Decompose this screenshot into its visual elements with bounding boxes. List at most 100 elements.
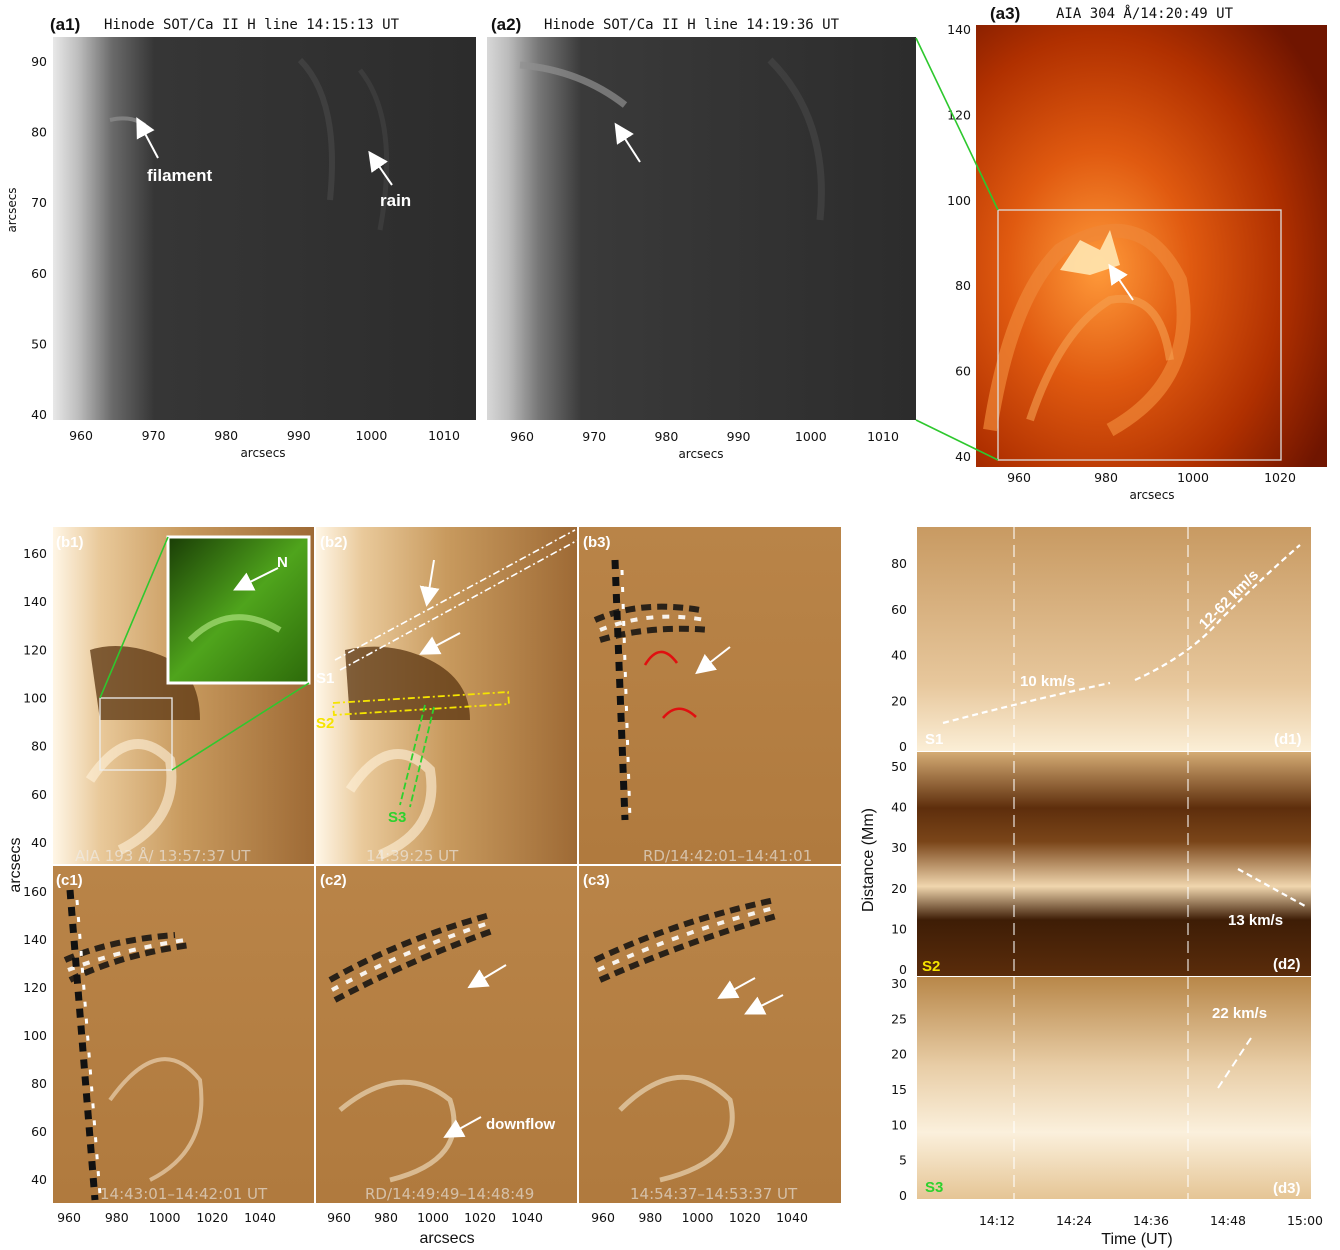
b1-inset-image <box>166 535 311 685</box>
a2-image <box>487 37 916 420</box>
b1-zoom-box <box>99 697 173 771</box>
d2-speed: 13 km/s <box>1228 912 1283 929</box>
a1-y-tick-labels: 90 80 70 60 50 40 <box>31 54 47 422</box>
bc-xtick-2: 1000 <box>149 1210 181 1225</box>
c2-footer: RD/14:49:49–14:48:49 <box>365 1185 534 1203</box>
d3-speed: 22 km/s <box>1212 1005 1267 1022</box>
bc-yticks-c-1: 140 <box>23 932 47 947</box>
c2-image <box>316 866 577 1203</box>
a3-y-tick-labels: 140 120 100 80 60 40 <box>947 22 971 464</box>
bc-xtick-3: 1020 <box>464 1210 496 1225</box>
bc-xtick-0: 960 <box>57 1210 81 1225</box>
panel-c1: (c1) 14:43:01–14:42:01 UT <box>53 866 314 1203</box>
d1-speed-1: 10 km/s <box>1020 673 1075 690</box>
bc-yticks-c-4: 80 <box>31 1076 47 1091</box>
a1-ytick-3: 60 <box>31 266 47 281</box>
a1-xtick-5: 1010 <box>428 428 460 443</box>
d2-ytick-1: 40 <box>891 800 907 815</box>
c3-footer: 14:54:37–14:53:37 UT <box>630 1185 798 1203</box>
a1-ytick-1: 80 <box>31 125 47 140</box>
bc-xtick-2: 1000 <box>417 1210 449 1225</box>
bc-xtick-3: 1020 <box>729 1210 761 1225</box>
a3-xtick-0: 960 <box>1007 470 1031 485</box>
a2-title: Hinode SOT/Ca II H line 14:19:36 UT <box>544 17 840 33</box>
d-xtick-1: 14:24 <box>1056 1213 1092 1228</box>
a3-x-tick-labels: 960 980 1000 1020 <box>1007 470 1296 485</box>
a3-xtick-2: 1000 <box>1177 470 1209 485</box>
a1-title: Hinode SOT/Ca II H line 14:15:13 UT <box>104 17 400 33</box>
a2-xtick-4: 1000 <box>795 429 827 444</box>
d3-image <box>917 977 1311 1199</box>
c3-image <box>579 866 841 1203</box>
c1-image <box>53 866 314 1203</box>
a2-a3-connector-bottom <box>915 419 999 461</box>
a3-label: (a3) <box>990 4 1020 23</box>
bc-yticks-b-5: 60 <box>31 787 47 802</box>
bc-yticks-c-3: 100 <box>23 1028 47 1043</box>
a1-annotation-filament: filament <box>147 166 213 185</box>
bc-xtick-0: 960 <box>591 1210 615 1225</box>
c2-label: (c2) <box>320 872 347 889</box>
bc-xtick-4: 1040 <box>244 1210 276 1225</box>
panel-b2: S1 S2 S3 (b2) 14:39:25 UT <box>316 527 579 865</box>
a3-xtick-3: 1020 <box>1264 470 1296 485</box>
d-xtick-2: 14:36 <box>1133 1213 1169 1228</box>
d1-fit-12-62kms <box>1134 544 1301 682</box>
d1-ytick-4: 0 <box>899 739 907 754</box>
panel-d2: 13 km/s S2 (d2) <box>917 752 1311 976</box>
d1-ytick-2: 40 <box>891 648 907 663</box>
a2-x-axis-label: arcsecs <box>678 447 723 461</box>
d3-label: (d3) <box>1273 1180 1301 1197</box>
d3-y-tick-labels: 30 25 20 15 10 5 0 <box>891 976 907 1203</box>
bc-xtick-1: 980 <box>638 1210 662 1225</box>
b2-footer: 14:39:25 UT <box>366 847 459 865</box>
d1-ytick-1: 60 <box>891 602 907 617</box>
c2-annotation-downflow: downflow <box>486 1116 555 1133</box>
a3-ytick-5: 40 <box>955 449 971 464</box>
d3-ytick-1: 25 <box>891 1011 907 1026</box>
bc-xtick-3: 1020 <box>196 1210 228 1225</box>
a3-ytick-3: 80 <box>955 278 971 293</box>
a2-xtick-3: 990 <box>727 429 751 444</box>
a3-ytick-2: 100 <box>947 193 971 208</box>
d1-label: (d1) <box>1274 731 1302 748</box>
bc-yticks-c-6: 40 <box>31 1172 47 1187</box>
a1-ytick-5: 40 <box>31 407 47 422</box>
d3-ytick-4: 10 <box>891 1117 907 1132</box>
a1-ytick-0: 90 <box>31 54 47 69</box>
d2-ytick-5: 0 <box>899 962 907 977</box>
c3-label: (c3) <box>583 872 610 889</box>
d2-ytick-0: 50 <box>891 759 907 774</box>
a1-x-axis-label: arcsecs <box>240 446 285 460</box>
b1-connector-top <box>99 536 169 699</box>
a1-x-tick-labels: 960 970 980 990 1000 1010 <box>69 428 460 443</box>
a3-zoom-box <box>997 209 1282 461</box>
panel-b3: (b3) RD/14:42:01–14:41:01 <box>579 527 841 865</box>
b2-label: (b2) <box>320 534 348 551</box>
b2-slit-label-s3: S3 <box>388 809 406 826</box>
panel-c2: downflow (c2) RD/14:49:49–14:48:49 <box>316 866 577 1203</box>
d3-ytick-3: 15 <box>891 1082 907 1097</box>
c1-y-tick-labels: 160 140 120 100 80 60 40 <box>23 884 47 1187</box>
bc-xtick-2: 1000 <box>682 1210 714 1225</box>
a1-xtick-0: 960 <box>69 428 93 443</box>
c1-label: (c1) <box>56 872 83 889</box>
d2-ytick-3: 20 <box>891 881 907 896</box>
a1-xtick-2: 980 <box>214 428 238 443</box>
a1-ytick-2: 70 <box>31 195 47 210</box>
a3-ytick-1: 120 <box>947 107 971 122</box>
bc-y-axis-label: arcsecs <box>7 837 24 892</box>
d3-ytick-2: 20 <box>891 1047 907 1062</box>
d3-ytick-0: 30 <box>891 976 907 991</box>
b2-slit-label-s2: S2 <box>316 715 334 732</box>
slit-s2 <box>332 691 510 716</box>
panel-d1: 10 km/s 12-62 km/s S1 (d1) <box>917 527 1311 751</box>
panel-a3: (a3) AIA 304 Å/14:20:49 UT 140 120 100 80 60… <box>947 4 1327 502</box>
d1-fit-10kms <box>942 681 1111 725</box>
d2-label: (d2) <box>1273 956 1301 973</box>
a1-label: (a1) <box>50 15 80 34</box>
c-row-x-tick-labels: 960 980 1000 1020 1040 960 980 1000 1020 1040 960 9… <box>57 1210 808 1225</box>
a1-y-axis-label: arcsecs <box>5 187 19 232</box>
a3-x-axis-label: arcsecs <box>1129 488 1174 502</box>
